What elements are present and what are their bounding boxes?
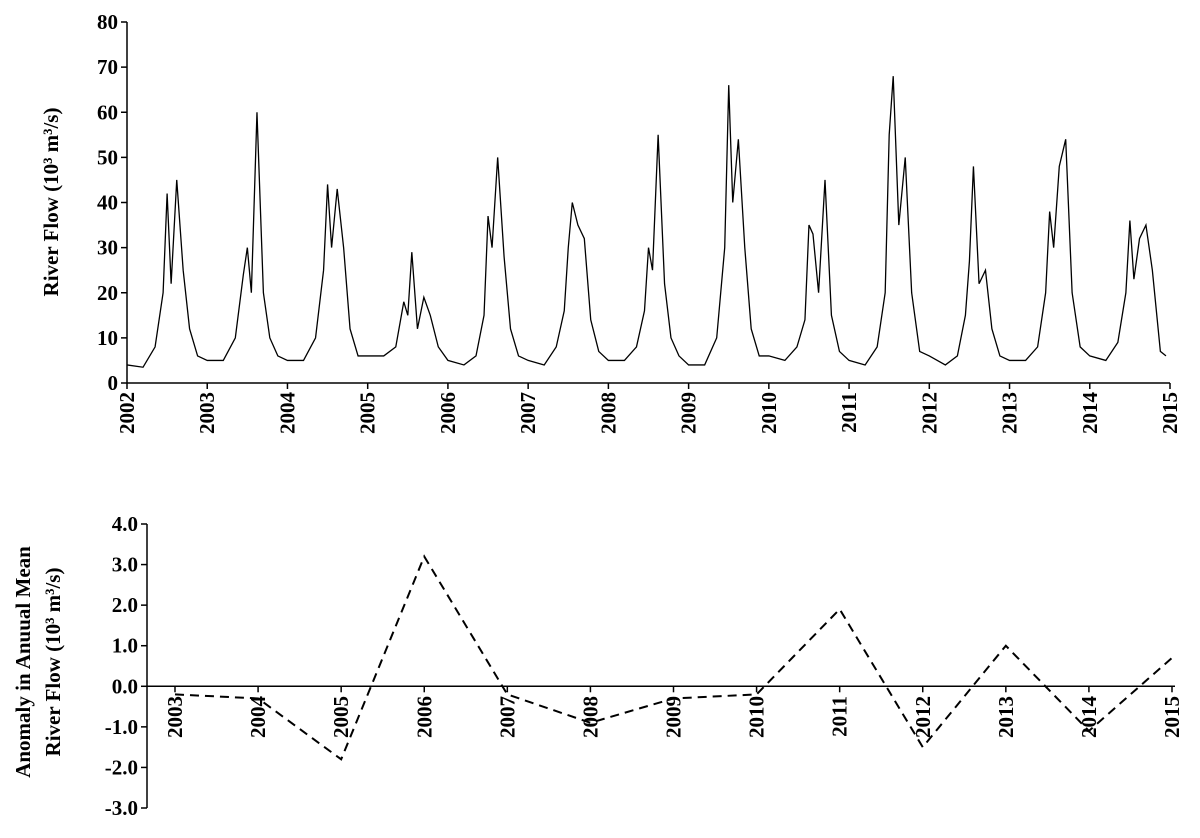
x-tick-label: 2004 — [246, 696, 270, 739]
y-tick-label: 0.0 — [112, 674, 138, 698]
x-tick-label: 2005 — [329, 696, 353, 738]
x-tick-label: 2008 — [578, 696, 602, 738]
x-tick-label: 2007 — [495, 696, 519, 738]
y-axis-label: Anomaly in Anuual Mean — [11, 546, 35, 778]
y-tick-label: 80 — [97, 10, 118, 34]
data-line — [174, 554, 1173, 761]
y-tick-label: -2.0 — [105, 755, 138, 779]
x-tick-label: 2010 — [745, 696, 769, 738]
y-tick-label: 4.0 — [112, 512, 138, 536]
y-tick-label: 40 — [97, 191, 118, 215]
x-tick-label: 2015 — [1158, 392, 1182, 434]
x-tick-label: 2012 — [917, 392, 941, 434]
x-tick-label: 2011 — [837, 392, 861, 433]
y-tick-label: 50 — [97, 145, 118, 169]
x-tick-label: 2015 — [1160, 696, 1184, 738]
y-tick-label: -1.0 — [105, 715, 138, 739]
x-tick-label: 2009 — [662, 696, 686, 738]
x-tick-label: 2011 — [828, 696, 852, 737]
y-tick-label: 2.0 — [112, 593, 138, 617]
y-tick-label: -3.0 — [105, 796, 138, 820]
x-tick-label: 2009 — [677, 392, 701, 434]
x-tick-label: 2003 — [195, 392, 219, 434]
x-tick-label: 2007 — [516, 392, 540, 434]
x-tick-label: 2010 — [757, 392, 781, 434]
y-tick-label: 60 — [97, 100, 118, 124]
x-tick-label: 2003 — [163, 696, 187, 738]
y-tick-label: 3.0 — [112, 553, 138, 577]
x-tick-label: 2013 — [994, 696, 1018, 738]
y-tick-label: 0 — [108, 371, 119, 395]
x-tick-label: 2014 — [1078, 392, 1102, 435]
y-tick-label: 30 — [97, 236, 118, 260]
data-line — [126, 76, 1167, 368]
x-tick-label: 2002 — [115, 392, 139, 434]
y-tick-label: 20 — [97, 281, 118, 305]
y-axis-label: River Flow (10³ m³/s) — [39, 108, 63, 297]
x-tick-label: 2006 — [436, 392, 460, 434]
y-tick-label: 10 — [97, 326, 118, 350]
y-tick-label: 1.0 — [112, 634, 138, 658]
x-tick-label: 2013 — [998, 392, 1022, 434]
x-tick-label: 2006 — [412, 696, 436, 738]
x-tick-label: 2008 — [596, 392, 620, 434]
y-tick-label: 70 — [97, 55, 118, 79]
x-tick-label: 2005 — [356, 392, 380, 434]
y-axis-label: River Flow (10³ m³/s) — [41, 568, 65, 757]
x-tick-label: 2012 — [911, 696, 935, 738]
x-tick-label: 2004 — [275, 392, 299, 435]
